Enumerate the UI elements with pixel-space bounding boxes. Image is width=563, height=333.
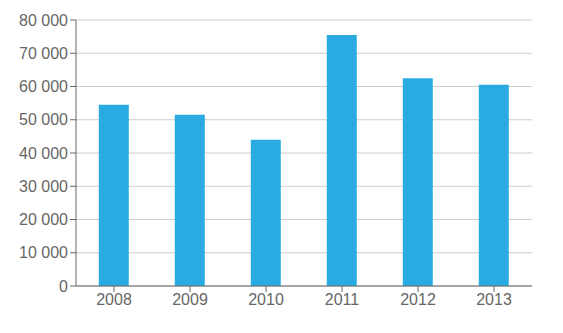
svg-text:2008: 2008 — [96, 291, 132, 308]
svg-text:2011: 2011 — [325, 291, 360, 308]
svg-text:70 000: 70 000 — [19, 45, 68, 62]
svg-text:20 000: 20 000 — [19, 211, 68, 228]
svg-text:40 000: 40 000 — [19, 145, 68, 162]
svg-text:2012: 2012 — [400, 291, 436, 308]
svg-text:10 000: 10 000 — [19, 244, 68, 261]
svg-text:60 000: 60 000 — [19, 78, 68, 95]
svg-text:30 000: 30 000 — [19, 178, 68, 195]
svg-text:2010: 2010 — [248, 291, 284, 308]
svg-text:0: 0 — [59, 278, 68, 295]
svg-text:50 000: 50 000 — [19, 111, 68, 128]
svg-text:2013: 2013 — [476, 291, 512, 308]
svg-text:2009: 2009 — [172, 291, 208, 308]
svg-text:80 000: 80 000 — [19, 12, 68, 29]
